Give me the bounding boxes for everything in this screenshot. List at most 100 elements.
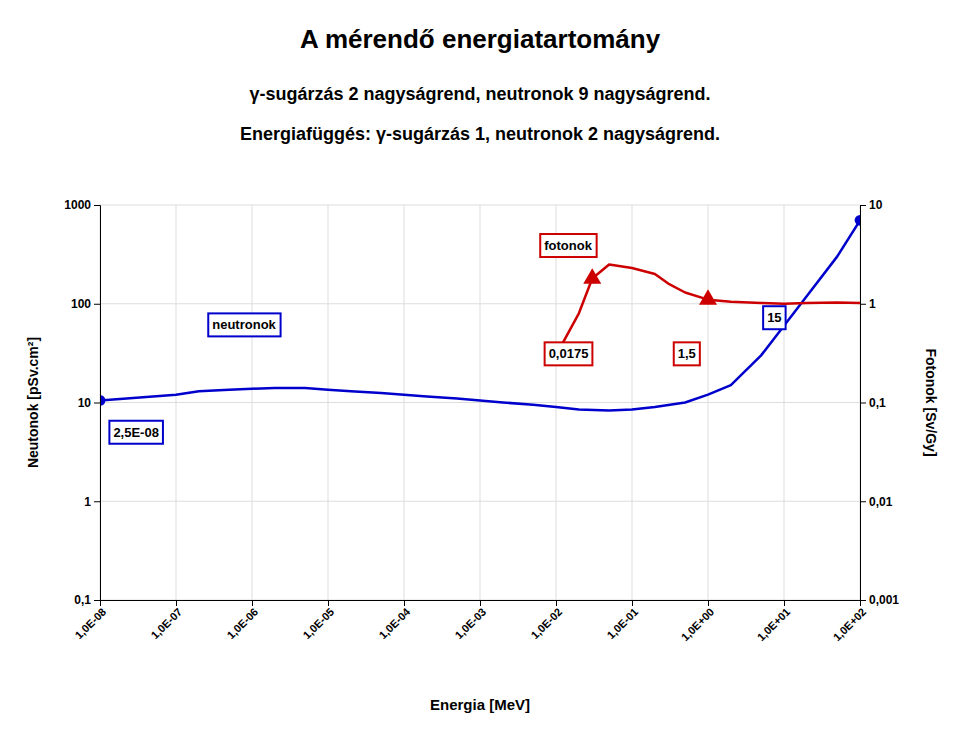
grid-line-y: [100, 205, 860, 206]
tick-label: 1,0E-04: [377, 605, 413, 641]
tick: 100: [71, 297, 100, 311]
annotation: neutronok: [208, 313, 280, 336]
tick-label: 1,0E-05: [301, 606, 337, 642]
tick: 1: [860, 297, 876, 311]
plot: 1,0E-08 1,0E-07 1,0E-06 1,0E-05 1,0E-04 1,0E-…: [25, 198, 939, 713]
tick-mark: [632, 600, 633, 606]
tick-mark: [94, 600, 100, 601]
annotation-text: 1,5: [678, 346, 696, 361]
annotation-text: 2,5E-08: [113, 425, 159, 440]
tick: 1,0E+02: [831, 600, 869, 643]
tick-label: 1,0E-06: [225, 606, 261, 642]
tick: 1,0E-05: [301, 600, 337, 641]
annotations: neutronok 2,5E-08 fotonok 0,0175 1,5 15: [109, 234, 785, 444]
x-axis: 1,0E-08 1,0E-07 1,0E-06 1,0E-05 1,0E-04 1,0E-…: [73, 600, 869, 643]
grid-line-y: [100, 501, 860, 502]
tick: 0,001: [860, 593, 899, 607]
tick-mark: [404, 600, 405, 606]
tick: 1: [84, 495, 100, 509]
series-point: [699, 289, 717, 305]
annotation-text: 0,0175: [549, 346, 589, 361]
tick-mark: [860, 403, 866, 404]
annotation: 2,5E-08: [109, 421, 163, 444]
tick-label: 1,0E-03: [453, 606, 489, 642]
tick-label: 1,0E+01: [755, 606, 793, 644]
series-point: [583, 268, 601, 284]
tick: 1,0E-02: [529, 600, 565, 641]
tick-label: 1: [869, 297, 876, 311]
tick-label: 0,01: [869, 495, 893, 509]
tick-mark: [860, 501, 866, 502]
series-line: [100, 220, 860, 410]
tick: 1,0E-04: [377, 600, 413, 641]
x-axis-label: Energia [MeV]: [430, 696, 530, 713]
tick-label: 100: [71, 297, 91, 311]
annotation: fotonok: [540, 234, 596, 257]
tick-label: 0,1: [74, 593, 91, 607]
tick-label: 10: [78, 396, 92, 410]
tick-mark: [94, 403, 100, 404]
tick-mark: [176, 600, 177, 606]
tick-label: 1000: [64, 198, 91, 212]
annotation-box: [545, 342, 593, 365]
tick-mark: [94, 501, 100, 502]
tick-mark: [860, 304, 866, 305]
annotation-text: 15: [767, 310, 781, 325]
grid-line-y: [100, 402, 860, 403]
tick: 0,1: [74, 593, 100, 607]
y2-axis-label: Fotonok [Sv/Gy]: [923, 348, 939, 456]
annotation: 1,5: [674, 342, 700, 365]
tick-mark: [94, 304, 100, 305]
tick: 1,0E-07: [149, 600, 185, 641]
tick: 1,0E+01: [755, 600, 793, 643]
tick-mark: [480, 600, 481, 606]
tick-mark: [556, 600, 557, 606]
axis-domain: [94, 206, 101, 601]
tick-mark: [784, 600, 785, 606]
tick-label: 0,001: [869, 593, 899, 607]
y-axis: 0,1 1 10 100 1000: [64, 198, 100, 607]
tick-label: 1,0E-08: [73, 606, 109, 642]
annotation: 0,0175: [545, 342, 593, 365]
tick: 1000: [64, 198, 100, 212]
tick-mark: [860, 205, 866, 206]
annotation-box: [109, 421, 163, 444]
tick: 1,0E-01: [605, 600, 641, 641]
annotation: 15: [763, 306, 785, 329]
grid: [100, 205, 860, 600]
tick-label: 1,0E-07: [149, 606, 185, 642]
tick: 1,0E-06: [225, 600, 261, 641]
annotation-box: [208, 313, 280, 336]
tick-mark: [328, 600, 329, 606]
series-point: [855, 215, 860, 226]
tick-label: 1,0E+02: [831, 606, 869, 644]
tick-label: 0,1: [869, 396, 886, 410]
tick-label: 10: [869, 198, 883, 212]
tick: 10: [860, 198, 883, 212]
y2-axis: 0,001 0,01 0,1 1 10: [860, 198, 899, 607]
annotation-box: [540, 234, 596, 257]
title: A mérendő energiatartomány: [300, 24, 661, 54]
tick: 1,0E-03: [453, 600, 489, 641]
tick-mark: [94, 205, 100, 206]
tick: 10: [78, 396, 100, 410]
axis-domain: [101, 601, 861, 607]
tick-mark: [708, 600, 709, 606]
tick-label: 1,0E-01: [605, 606, 641, 642]
axis-domain: [861, 206, 867, 601]
tick: 0,1: [860, 396, 886, 410]
y-axis-label: Neutonok [pSv.cm²]: [25, 337, 41, 468]
marks: [100, 215, 860, 411]
annotation-text: fotonok: [544, 238, 592, 253]
tick: 1,0E+00: [679, 600, 717, 643]
tick-label: 1: [84, 495, 91, 509]
annotation-box: [674, 342, 700, 365]
tick-label: 1,0E-02: [529, 606, 565, 642]
tick-label: 1,0E+00: [679, 606, 717, 644]
annotation-text: neutronok: [212, 317, 276, 332]
annotation-box: [763, 306, 785, 329]
tick-mark: [252, 600, 253, 606]
tick-mark: [860, 600, 866, 601]
series-line: [556, 264, 860, 355]
tick: 0,01: [860, 495, 893, 509]
